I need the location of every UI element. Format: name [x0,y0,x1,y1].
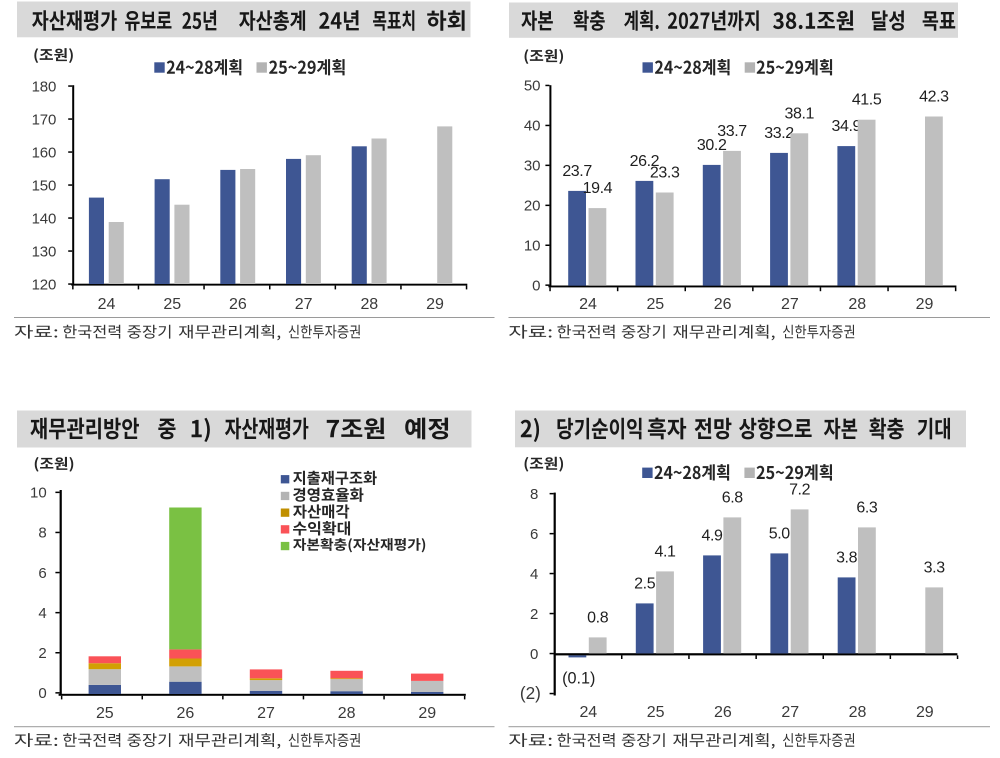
svg-text:23.3: 23.3 [650,165,680,182]
svg-text:26: 26 [714,296,732,313]
svg-text:4: 4 [38,605,46,622]
svg-text:29: 29 [418,705,436,722]
svg-text:120: 120 [32,276,57,293]
svg-text:27: 27 [781,296,799,313]
svg-text:0.8: 0.8 [587,609,609,626]
svg-text:180: 180 [32,78,57,95]
svg-text:5.0: 5.0 [769,525,791,542]
svg-text:25: 25 [647,704,665,721]
svg-text:30.2: 30.2 [697,137,727,154]
svg-text:10: 10 [30,485,47,502]
svg-text:3.8: 3.8 [836,549,858,566]
svg-text:30: 30 [524,158,541,175]
svg-text:10: 10 [524,238,541,255]
svg-text:6.3: 6.3 [856,499,878,516]
svg-text:29: 29 [916,296,934,313]
svg-text:33.2: 33.2 [764,125,794,142]
svg-text:20: 20 [524,198,541,215]
svg-text:8: 8 [38,525,46,542]
svg-text:4: 4 [530,566,538,583]
svg-text:4.9: 4.9 [701,527,723,544]
svg-text:6: 6 [530,526,538,543]
svg-text:27: 27 [781,704,799,721]
svg-text:25: 25 [646,296,664,313]
svg-text:25: 25 [96,705,114,722]
svg-text:6: 6 [38,565,46,582]
svg-text:27: 27 [257,705,275,722]
svg-text:24: 24 [579,296,597,313]
svg-text:0: 0 [38,685,46,702]
svg-text:2: 2 [530,606,538,623]
svg-text:29: 29 [426,296,444,313]
svg-text:0: 0 [530,646,538,663]
svg-text:160: 160 [32,144,57,161]
svg-text:38.1: 38.1 [785,105,815,122]
svg-text:24: 24 [579,704,597,721]
svg-text:26: 26 [177,705,195,722]
svg-text:27: 27 [295,296,313,313]
svg-text:23.7: 23.7 [562,163,592,180]
svg-text:34.9: 34.9 [832,118,862,135]
svg-text:(2): (2) [520,683,541,703]
svg-text:50: 50 [524,78,541,95]
svg-text:6.8: 6.8 [722,489,744,506]
svg-text:170: 170 [32,111,57,128]
svg-text:41.5: 41.5 [852,92,882,109]
svg-text:0: 0 [532,277,540,294]
svg-text:3.3: 3.3 [924,559,946,576]
svg-text:28: 28 [848,296,866,313]
svg-text:8: 8 [530,486,538,503]
svg-text:29: 29 [916,704,934,721]
svg-text:40: 40 [524,118,541,135]
svg-text:26: 26 [229,296,247,313]
svg-text:(0.1): (0.1) [562,669,595,687]
svg-text:26: 26 [714,704,732,721]
svg-text:24: 24 [98,296,116,313]
svg-text:42.3: 42.3 [919,89,949,106]
svg-text:7.2: 7.2 [789,481,811,498]
svg-text:19.4: 19.4 [583,180,613,197]
svg-text:2: 2 [38,645,46,662]
svg-text:26.2: 26.2 [630,153,660,170]
svg-text:28: 28 [849,704,867,721]
svg-text:25: 25 [163,296,181,313]
svg-text:4.1: 4.1 [654,543,676,560]
svg-text:2.5: 2.5 [634,575,656,592]
svg-text:28: 28 [338,705,356,722]
svg-text:140: 140 [32,210,57,227]
svg-text:28: 28 [360,296,378,313]
svg-text:150: 150 [32,177,57,194]
svg-text:130: 130 [32,243,57,260]
svg-text:33.7: 33.7 [717,123,747,140]
